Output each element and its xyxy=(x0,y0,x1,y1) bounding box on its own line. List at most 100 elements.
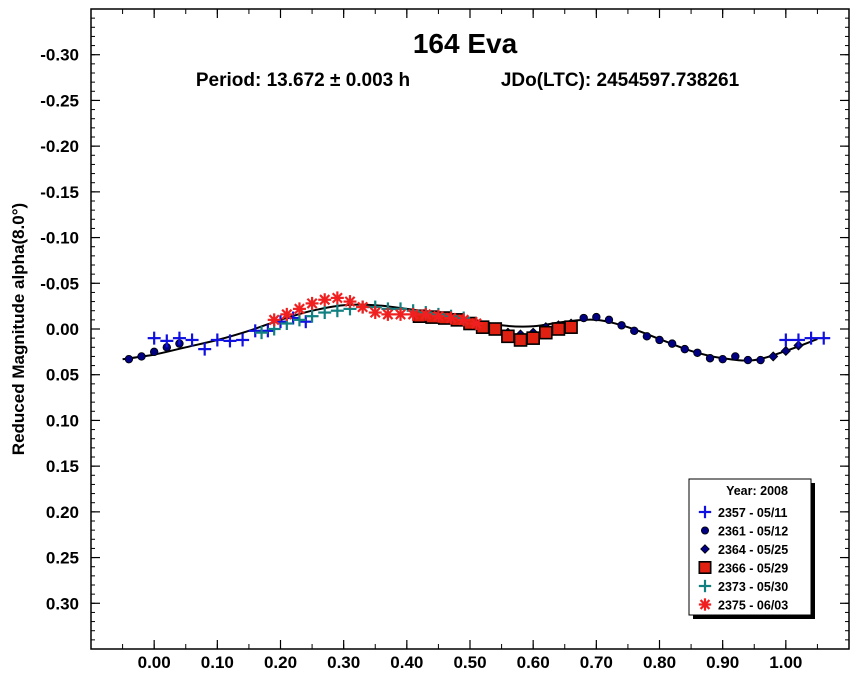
legend-marker xyxy=(698,598,712,611)
y-tick-label: -0.10 xyxy=(40,229,79,248)
marker-shape xyxy=(592,312,601,322)
marker-shape xyxy=(617,321,626,330)
data-point xyxy=(457,313,471,327)
marker-stroke xyxy=(281,308,293,320)
data-point xyxy=(248,324,262,338)
legend-marker xyxy=(700,526,710,535)
marker-shape xyxy=(538,325,553,340)
x-tick-label: 0.80 xyxy=(643,653,676,672)
data-point xyxy=(469,317,483,331)
legend-entry-label: 2361 - 05/12 xyxy=(718,525,788,539)
x-tick-label: 0.30 xyxy=(327,653,360,672)
data-point xyxy=(680,344,689,354)
data-point xyxy=(149,347,159,357)
data-point xyxy=(718,354,727,364)
y-tick-label: 0.05 xyxy=(46,366,79,385)
y-tick-label: 0.25 xyxy=(46,549,79,568)
marker-stroke xyxy=(382,308,394,320)
y-tick-label: -0.15 xyxy=(40,183,79,202)
data-point xyxy=(198,342,212,356)
data-point xyxy=(292,302,306,316)
data-point xyxy=(564,320,578,334)
marker-shape xyxy=(526,331,540,345)
y-tick-label: -0.20 xyxy=(40,137,79,156)
data-point xyxy=(642,332,652,341)
data-point xyxy=(779,333,793,347)
legend-title: Year: 2008 xyxy=(726,484,788,498)
data-point xyxy=(394,307,408,321)
data-point xyxy=(604,315,614,325)
data-point xyxy=(318,306,332,320)
data-point xyxy=(538,325,553,340)
marker-stroke xyxy=(306,297,318,309)
data-point xyxy=(488,322,503,336)
data-point xyxy=(160,334,174,348)
data-point xyxy=(768,351,779,362)
data-point xyxy=(419,307,433,321)
y-tick-label: 0.10 xyxy=(46,411,79,430)
marker-shape xyxy=(501,329,515,344)
marker-shape xyxy=(698,560,712,574)
marker-stroke xyxy=(445,312,457,324)
chart-subtitle-epoch: JDo(LTC): 2454597.738261 xyxy=(501,70,740,91)
data-point xyxy=(210,333,224,347)
marker-stroke xyxy=(699,599,711,610)
data-point xyxy=(592,312,601,322)
chart-subtitle-period: Period: 13.672 ± 0.003 h xyxy=(196,70,410,91)
data-point xyxy=(667,339,677,348)
data-point xyxy=(330,291,344,305)
legend-marker xyxy=(698,560,712,574)
legend-marker xyxy=(700,544,710,554)
legend-entry-label: 2366 - 05/29 xyxy=(718,562,788,576)
data-point xyxy=(267,313,281,327)
data-point xyxy=(444,311,458,325)
data-point xyxy=(431,309,445,323)
data-point xyxy=(513,333,528,347)
legend-entry-label: 2364 - 05/25 xyxy=(718,543,788,557)
x-tick-label: 0.10 xyxy=(201,653,234,672)
data-point xyxy=(743,355,753,365)
marker-shape xyxy=(756,355,765,365)
legend-entry-label: 2375 - 06/03 xyxy=(718,599,788,613)
y-tick-label: 0.00 xyxy=(46,320,79,339)
marker-stroke xyxy=(470,318,482,329)
x-tick-label: 0.20 xyxy=(264,653,297,672)
data-point xyxy=(804,331,818,345)
y-axis-label: Reduced Magnitude alpha(8.0°) xyxy=(9,203,28,455)
marker-shape xyxy=(655,335,664,345)
data-point xyxy=(617,321,626,330)
marker-shape xyxy=(513,333,528,347)
data-point xyxy=(305,309,319,323)
data-point xyxy=(731,352,740,361)
data-point xyxy=(280,307,294,321)
y-tick-label: -0.25 xyxy=(40,91,79,110)
legend-entry-label: 2357 - 05/11 xyxy=(718,506,788,520)
data-point xyxy=(330,304,344,318)
marker-shape xyxy=(604,315,614,325)
marker-stroke xyxy=(432,310,444,322)
data-point xyxy=(185,333,199,347)
legend-marker xyxy=(698,505,712,519)
marker-shape xyxy=(693,348,702,357)
marker-shape xyxy=(149,347,159,357)
marker-stroke xyxy=(357,301,369,313)
marker-stroke xyxy=(319,294,331,306)
data-point xyxy=(780,345,791,357)
marker-shape xyxy=(488,322,503,336)
data-point xyxy=(318,293,332,307)
marker-stroke xyxy=(268,314,280,326)
marker-shape xyxy=(137,352,146,361)
x-tick-label: 0.00 xyxy=(138,653,171,672)
marker-stroke xyxy=(458,314,470,326)
data-point xyxy=(526,331,540,345)
legend-entry-label: 2373 - 05/30 xyxy=(718,580,788,594)
legend: Year: 2008 2357 - 05/11 2361 - 05/12 2364 … xyxy=(688,478,815,619)
data-point xyxy=(817,331,831,345)
marker-shape xyxy=(642,332,652,341)
marker-shape xyxy=(700,544,710,554)
marker-stroke xyxy=(395,308,406,320)
marker-shape xyxy=(780,345,791,357)
chart-title: 164 Eva xyxy=(413,28,518,59)
y-tick-label: -0.05 xyxy=(40,274,79,293)
